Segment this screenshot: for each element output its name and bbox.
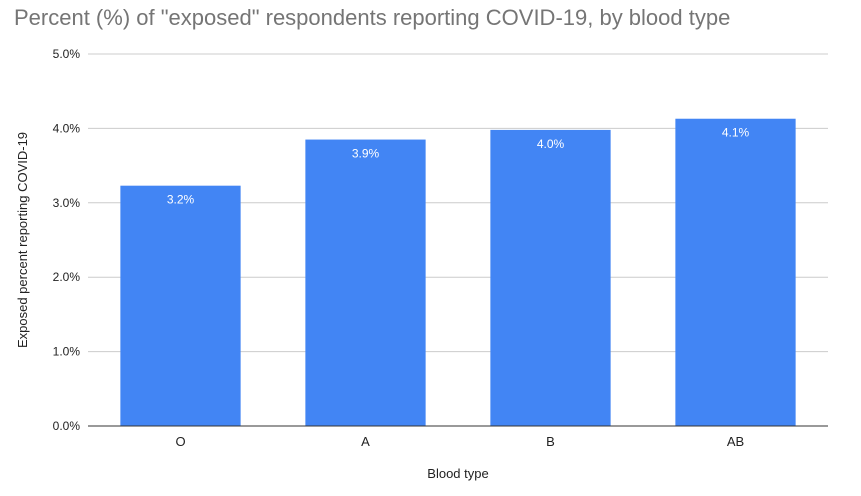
bar-a (305, 139, 426, 426)
y-tick-label: 1.0% (53, 345, 81, 359)
data-labels: 3.2% 3.9% 4.0% 4.1% (167, 126, 750, 207)
data-label: 3.2% (167, 193, 195, 207)
data-label: 4.1% (722, 126, 750, 140)
x-tick-label: AB (727, 434, 744, 449)
bar-b (490, 129, 611, 426)
y-axis-title: Exposed percent reporting COVID-19 (15, 132, 30, 348)
x-axis-ticks: O A B AB (175, 434, 744, 449)
x-tick-label: A (361, 434, 370, 449)
bar-o (120, 185, 241, 426)
bars (120, 118, 796, 426)
y-tick-label: 5.0% (53, 47, 81, 61)
data-label: 4.0% (537, 137, 565, 151)
y-tick-label: 3.0% (53, 196, 81, 210)
x-tick-label: O (175, 434, 185, 449)
bar-ab (675, 118, 796, 426)
chart-title: Percent (%) of "exposed" respondents rep… (14, 5, 731, 30)
y-tick-label: 4.0% (53, 121, 81, 135)
x-tick-label: B (546, 434, 555, 449)
x-axis-title: Blood type (427, 466, 488, 481)
data-label: 3.9% (352, 147, 380, 161)
y-tick-label: 2.0% (53, 270, 81, 284)
y-tick-label: 0.0% (53, 419, 81, 433)
y-axis-ticks: 0.0% 1.0% 2.0% 3.0% 4.0% 5.0% (53, 47, 81, 433)
